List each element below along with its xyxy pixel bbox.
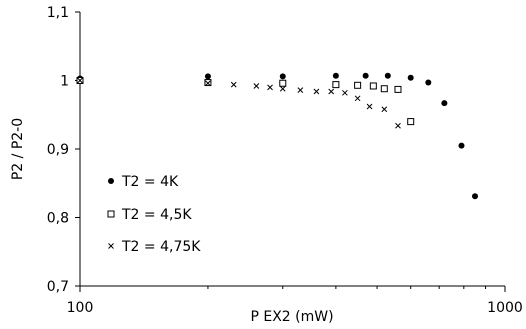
data-point-series-3 bbox=[267, 84, 273, 91]
x-axis-title: P EX2 (mW) bbox=[250, 309, 333, 325]
legend-label: T2 = 4,5K bbox=[121, 207, 192, 223]
data-point-series-2 bbox=[407, 118, 415, 126]
data-point-series-3 bbox=[381, 106, 388, 113]
legend-item: T2 = 4K bbox=[108, 174, 179, 190]
data-point-series-1 bbox=[362, 72, 369, 79]
data-point-series-3 bbox=[354, 95, 361, 102]
legend: T2 = 4K T2 = 4,5K T2 = 4,75K bbox=[107, 174, 201, 255]
data-point-series-1 bbox=[204, 73, 211, 80]
data-point-series-3 bbox=[230, 81, 237, 88]
y-tick-label: 0,7 bbox=[47, 279, 69, 295]
data-point-series-3 bbox=[366, 103, 373, 110]
data-point-series-1 bbox=[332, 72, 339, 79]
data-points bbox=[76, 72, 479, 200]
legend-marker bbox=[108, 178, 114, 184]
y-tick-label: 0,8 bbox=[47, 211, 69, 227]
tick-labels: 0,7 0,8 0,9 1 1,1 100 1000 bbox=[47, 5, 523, 316]
legend-label: T2 = 4K bbox=[121, 174, 179, 190]
data-point-series-1 bbox=[441, 100, 448, 107]
data-point-series-1 bbox=[279, 73, 286, 80]
data-point-series-3 bbox=[279, 85, 286, 92]
data-point-series-2 bbox=[354, 81, 362, 89]
legend-marker bbox=[107, 210, 115, 218]
legend-item: T2 = 4,5K bbox=[107, 207, 192, 223]
data-point-series-2 bbox=[279, 79, 287, 87]
data-point-series-3 bbox=[77, 77, 83, 84]
data-point-series-1 bbox=[458, 142, 465, 149]
axes bbox=[75, 11, 506, 292]
data-point-series-3 bbox=[205, 80, 211, 87]
data-point-series-3 bbox=[313, 88, 320, 95]
data-point-series-1 bbox=[425, 79, 432, 86]
y-tick-label: 1,1 bbox=[47, 5, 69, 21]
y-tick-label: 1 bbox=[60, 74, 69, 90]
legend-item: T2 = 4,75K bbox=[108, 239, 201, 255]
axis-titles: P EX2 (mW) P2 / P2-0 bbox=[10, 118, 334, 325]
data-point-series-3 bbox=[342, 89, 348, 96]
data-point-series-3 bbox=[253, 83, 260, 89]
data-point-series-2 bbox=[380, 85, 388, 93]
data-point-series-2 bbox=[394, 85, 402, 93]
data-point-series-3 bbox=[328, 88, 335, 95]
data-point-series-1 bbox=[407, 74, 414, 81]
data-point-series-1 bbox=[472, 193, 479, 200]
legend-label: T2 = 4,75K bbox=[121, 239, 201, 255]
data-point-series-2 bbox=[369, 82, 377, 90]
legend-marker bbox=[108, 243, 114, 249]
data-point-series-3 bbox=[297, 87, 304, 93]
y-axis-title: P2 / P2-0 bbox=[10, 118, 26, 180]
x-tick-label: 1000 bbox=[487, 300, 523, 316]
y-tick-label: 0,9 bbox=[47, 142, 69, 158]
data-point-series-3 bbox=[395, 122, 401, 129]
x-tick-label: 100 bbox=[67, 300, 94, 316]
data-point-series-2 bbox=[332, 81, 340, 89]
data-point-series-1 bbox=[384, 72, 391, 79]
